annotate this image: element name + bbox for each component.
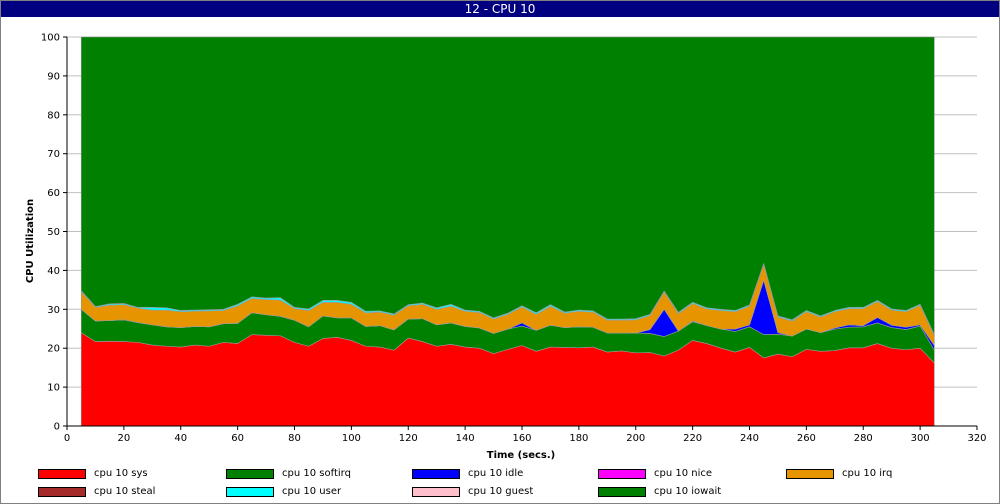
- y-tick-label: 30: [47, 305, 60, 316]
- legend-swatch: [598, 469, 646, 479]
- x-tick-label: 220: [683, 433, 702, 444]
- legend-swatch: [226, 487, 274, 497]
- legend-label: cpu 10 steal: [94, 486, 156, 497]
- legend-label: cpu 10 idle: [468, 468, 524, 479]
- legend-item: cpu 10 nice: [598, 468, 768, 482]
- axes: 0 10 20 30 40 50 60 70 80 90 100 0 20 40 60 80 100 120 140…: [41, 33, 987, 445]
- x-tick-label: 60: [231, 433, 244, 444]
- legend-label: cpu 10 softirq: [282, 468, 351, 479]
- x-tick-label: 0: [64, 433, 70, 444]
- legend: cpu 10 sys cpu 10 softirq cpu 10 idle cpu 1…: [1, 463, 999, 503]
- x-tick-label: 300: [911, 433, 930, 444]
- y-tick-label: 100: [41, 33, 60, 44]
- legend-item: cpu 10 softirq: [226, 468, 396, 482]
- chart-canvas: 0 10 20 30 40 50 60 70 80 90 100 0 20 40 60 80 100 120 140…: [25, 33, 987, 462]
- y-tick-label: 50: [47, 227, 60, 238]
- x-tick-label: 180: [569, 433, 588, 444]
- x-tick-label: 200: [626, 433, 645, 444]
- window-title: 12 - CPU 10: [1, 1, 999, 17]
- x-tick-label: 160: [512, 433, 531, 444]
- y-tick-label: 40: [47, 266, 60, 277]
- x-tick-label: 140: [456, 433, 475, 444]
- legend-swatch: [38, 487, 86, 497]
- x-tick-label: 260: [797, 433, 816, 444]
- legend-label: cpu 10 irq: [842, 468, 893, 479]
- series-area: [80, 36, 935, 335]
- x-tick-label: 20: [118, 433, 131, 444]
- legend-item: cpu 10 user: [226, 486, 396, 500]
- x-tick-label: 40: [174, 433, 187, 444]
- legend-label: cpu 10 guest: [468, 486, 534, 497]
- legend-swatch: [412, 487, 460, 497]
- x-tick-label: 280: [854, 433, 873, 444]
- legend-item: cpu 10 steal: [38, 486, 208, 500]
- x-tick-label: 320: [967, 433, 986, 444]
- legend-swatch: [598, 487, 646, 497]
- legend-item: cpu 10 guest: [412, 486, 582, 500]
- y-tick-label: 90: [47, 71, 60, 82]
- legend-item: cpu 10 sys: [38, 468, 208, 482]
- x-tick-label: 240: [740, 433, 759, 444]
- x-tick-label: 120: [399, 433, 418, 444]
- x-tick-label: 100: [342, 433, 361, 444]
- y-tick-label: 20: [47, 344, 60, 355]
- legend-label: cpu 10 sys: [94, 468, 148, 479]
- legend-swatch: [38, 469, 86, 479]
- legend-item: cpu 10 idle: [412, 468, 582, 482]
- legend-label: cpu 10 nice: [654, 468, 713, 479]
- y-axis-label: CPU Utilization: [25, 199, 36, 283]
- legend-swatch: [226, 469, 274, 479]
- y-tick-label: 70: [47, 149, 60, 160]
- x-tick-label: 80: [288, 433, 301, 444]
- legend-label: cpu 10 user: [282, 486, 342, 497]
- y-tick-label: 10: [47, 383, 60, 394]
- legend-item: cpu 10 iowait: [598, 486, 768, 500]
- x-axis-label: Time (secs.): [487, 450, 556, 461]
- y-tick-label: 80: [47, 110, 60, 121]
- legend-swatch: [786, 469, 834, 479]
- legend-label: cpu 10 iowait: [654, 486, 722, 497]
- legend-swatch: [412, 469, 460, 479]
- y-tick-label: 0: [54, 422, 60, 433]
- y-tick-label: 60: [47, 188, 60, 199]
- stacked-areas: [80, 36, 935, 427]
- legend-item: cpu 10 irq: [786, 468, 956, 482]
